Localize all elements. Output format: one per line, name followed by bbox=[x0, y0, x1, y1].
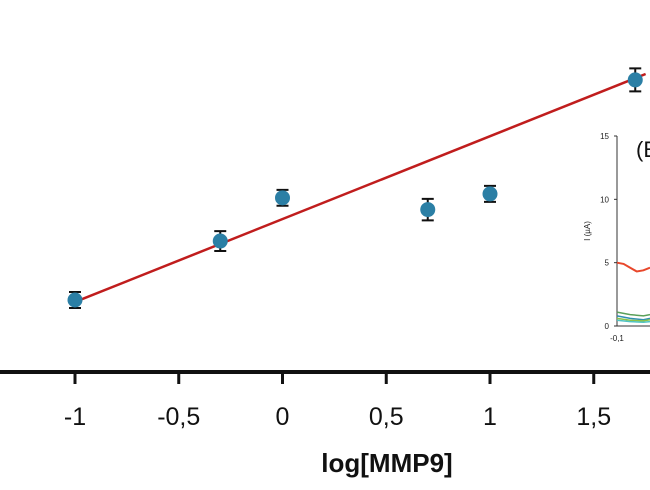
data-points bbox=[67, 67, 643, 309]
inset-y-tick-label: 15 bbox=[600, 132, 609, 141]
inset-y-tick-label: 5 bbox=[605, 259, 610, 268]
point-marker bbox=[212, 233, 228, 249]
point-marker bbox=[275, 190, 290, 206]
point-marker bbox=[627, 72, 643, 88]
data-point bbox=[627, 67, 643, 93]
x-tick-label: -0,5 bbox=[157, 403, 200, 431]
inset-y-ticks: 0 5 10 15 bbox=[600, 132, 617, 331]
inset-series-line bbox=[616, 261, 650, 273]
data-point bbox=[275, 188, 290, 207]
inset-series-line bbox=[616, 319, 650, 323]
inset-x-tick-label: -0,1 bbox=[610, 334, 624, 343]
inset-y-tick-label: 0 bbox=[605, 322, 610, 331]
data-point bbox=[67, 291, 83, 309]
data-point bbox=[212, 230, 228, 252]
x-tick-label: -1 bbox=[64, 403, 86, 431]
point-marker bbox=[420, 202, 436, 218]
inset-series-line bbox=[616, 317, 650, 322]
inset-series-line bbox=[616, 311, 650, 317]
inset-voltammogram: 0 5 10 15 I (µA) -0,1 (E bbox=[583, 132, 650, 343]
x-tick-label: 0 bbox=[276, 403, 290, 431]
x-tick-label: 1 bbox=[483, 403, 497, 431]
data-point bbox=[482, 184, 498, 203]
data-point bbox=[420, 197, 436, 222]
x-tick-label: 1,5 bbox=[576, 403, 611, 431]
inset-y-label: I (µA) bbox=[583, 221, 592, 241]
point-marker bbox=[482, 186, 498, 202]
regression-line bbox=[74, 72, 647, 304]
x-axis-ticks: -1 -0,5 0 0,5 1 1,5 bbox=[64, 372, 611, 431]
inset-series-line bbox=[616, 315, 650, 321]
x-axis-title: log[MMP9] bbox=[321, 448, 452, 478]
point-marker bbox=[67, 292, 83, 308]
inset-y-tick-label: 10 bbox=[600, 195, 609, 204]
inset-panel-label: (E bbox=[636, 137, 650, 162]
x-tick-label: 0,5 bbox=[369, 403, 404, 431]
inset-series bbox=[616, 261, 650, 323]
